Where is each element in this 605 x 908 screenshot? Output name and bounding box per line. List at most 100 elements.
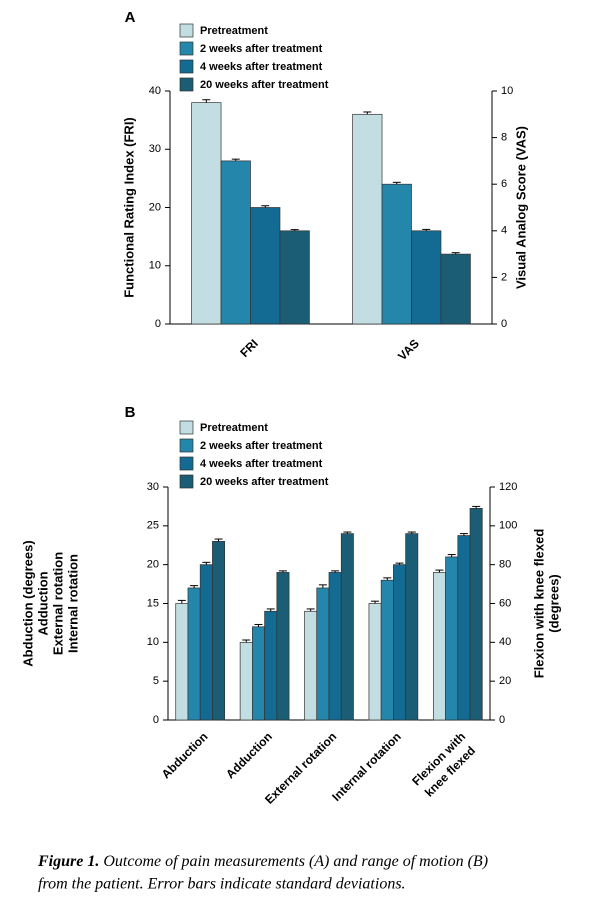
legend-label: 20 weeks after treatment [200,79,329,91]
y2-tick-label: 0 [501,318,507,330]
y-tick-label: 30 [147,481,159,493]
y-tick-label: 25 [147,520,159,532]
y2-tick-label: 8 [501,132,507,144]
y-axis-title: External rotation [50,552,65,655]
category-label: Adduction [223,729,275,781]
bar [250,207,281,325]
error-bar [395,562,404,565]
y2-axis-title: Flexion with knee flexed [531,529,546,679]
legend-label: 2 weeks after treatment [200,43,323,55]
legend-label: 20 weeks after treatment [200,476,329,488]
bar [328,572,342,721]
error-bar [318,584,327,588]
legend-swatch [179,474,194,489]
y2-tick-label: 60 [499,597,511,609]
error-bar [290,229,299,231]
y-tick-label: 10 [149,260,161,272]
category-label: Internal rotation [329,729,403,803]
category-label: FRI [237,336,261,360]
panel-label: B [125,404,136,421]
y2-tick-label: 20 [499,675,511,687]
error-bar [435,569,444,573]
bar [199,564,213,721]
bar [411,230,442,325]
error-bar [472,505,481,509]
panel-label: A [125,9,136,26]
y-axis-title: Adduction [35,571,50,635]
bar [368,603,382,721]
y2-tick-label: 10 [501,85,513,97]
error-bar [407,531,416,534]
bar [432,572,446,721]
legend-label: 4 weeks after treatment [200,61,323,73]
bar [352,113,383,325]
error-bar [331,570,340,573]
y2-tick-label: 80 [499,559,511,571]
error-bar [214,538,223,542]
y-tick-label: 5 [153,675,159,687]
bar [393,564,406,721]
error-bar [261,205,270,208]
y-tick-label: 15 [147,597,159,609]
error-bar [231,158,240,161]
bar [276,572,290,721]
error-bar [451,252,460,255]
error-bar [392,181,401,185]
bar [239,641,253,721]
bar [220,160,251,325]
error-bar [447,554,456,557]
legend-swatch [179,420,194,435]
y2-tick-label: 6 [501,178,507,190]
legend-swatch [179,438,194,453]
bar [175,603,189,721]
legend-label: Pretreatment [200,25,268,37]
bar [405,533,419,721]
bar [304,610,318,721]
y2-tick-label: 0 [499,714,505,726]
error-bar [343,531,352,534]
error-bar [306,608,315,612]
y2-axis-title: Visual Analog Score (VAS) [513,126,528,289]
bar [252,626,265,721]
category-label: Abduction [159,729,211,781]
y2-tick-label: 120 [499,481,517,493]
y2-axis-title: (degrees) [546,574,561,633]
y2-tick-label: 2 [501,271,507,283]
error-bar [363,111,372,115]
bar [191,102,222,325]
legend-swatch [179,456,194,471]
y-axis-title: Abduction (degrees) [20,540,35,666]
legend-swatch [179,77,194,92]
y-tick-label: 0 [155,318,161,330]
error-bar [266,608,275,612]
y-tick-label: 10 [147,636,159,648]
caption-line: Figure 1. Outcome of pain measurements (A… [37,853,488,870]
bar [469,508,483,721]
error-bar [242,639,251,643]
y-tick-label: 30 [149,143,161,155]
error-bar [371,600,380,604]
legend-label: 4 weeks after treatment [200,458,323,470]
error-bar [202,99,211,103]
legend-swatch [179,59,194,74]
bar [381,183,412,325]
error-bar [254,623,263,627]
y-tick-label: 20 [147,559,159,571]
error-bar [202,561,211,565]
bar [440,253,471,325]
error-bar [383,577,392,581]
y2-tick-label: 4 [501,225,507,237]
error-bar [177,599,186,604]
y2-tick-label: 40 [499,636,511,648]
legend-label: Pretreatment [200,422,268,434]
error-bar [459,533,468,536]
y-axis-title: Internal rotation [65,554,80,653]
error-bar [422,228,431,231]
caption-label: Figure 1. [37,853,99,870]
bar [279,230,310,325]
bar [380,579,394,721]
legend-swatch [179,41,194,56]
bar [264,610,278,721]
bar [316,587,330,721]
